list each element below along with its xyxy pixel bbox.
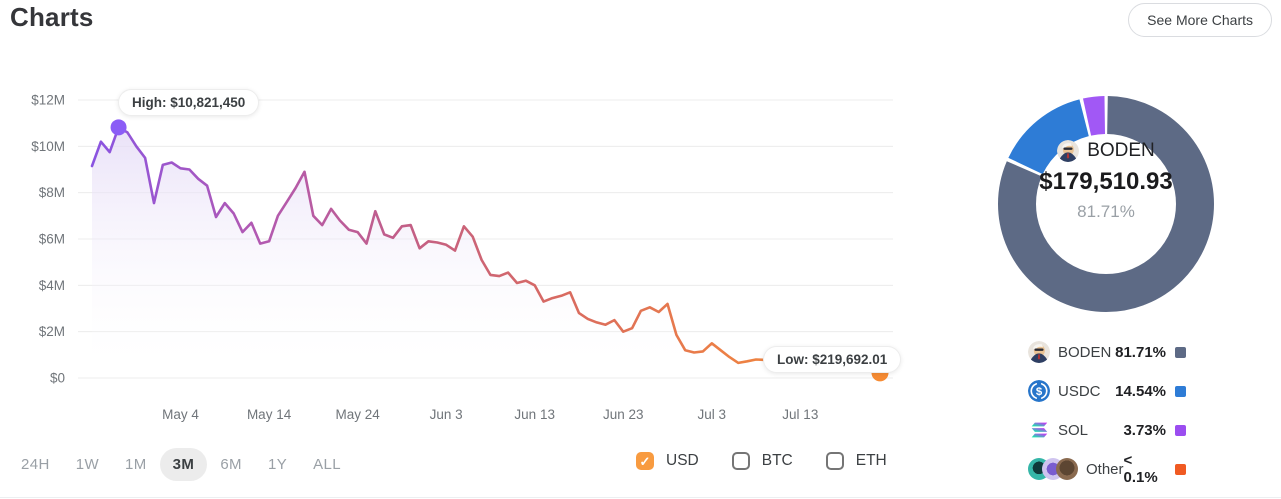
svg-text:$: $ <box>1036 386 1043 398</box>
x-axis-label: Jul 3 <box>698 407 727 422</box>
y-axis-label: $10M <box>31 139 65 154</box>
timeframe-selector: 24H 1W 1M 3M 6M 1Y ALL <box>8 448 354 481</box>
legend-percent: 81.71% <box>1115 343 1166 361</box>
line-chart: $0 $2M $4M $6M $8M $10M $12M May 4 May 14 May 24 J… <box>20 88 900 436</box>
x-axis-label: Jun 23 <box>603 407 644 422</box>
timeframe-6m[interactable]: 6M <box>220 456 242 473</box>
series-layer <box>90 126 882 378</box>
legend-label: BODEN <box>1058 343 1112 361</box>
price-line <box>90 126 882 375</box>
x-axis-label: Jun 3 <box>430 407 463 422</box>
donut-value: $179,510.93 <box>1039 168 1173 195</box>
y-axis-label: $2M <box>39 324 65 339</box>
other-coins-icon <box>1028 458 1078 480</box>
allocation-donut-chart <box>998 96 1214 312</box>
x-axis-label: May 4 <box>162 407 199 422</box>
currency-usd[interactable]: ✓ USD <box>636 452 699 470</box>
btc-checkbox[interactable] <box>731 452 750 470</box>
allocation-legend: BODEN 81.71% $ USDC 14.54% SOL 3.73% Oth… <box>1028 340 1186 486</box>
boden-coin-icon <box>1057 140 1080 162</box>
legend-swatch <box>1175 463 1186 475</box>
legend-percent: 3.73% <box>1123 421 1166 439</box>
low-tooltip: Low: $219,692.01 <box>763 346 902 373</box>
legend-swatch <box>1175 385 1186 397</box>
timeframe-24h[interactable]: 24H <box>21 456 50 473</box>
donut-slice-boden <box>998 96 1214 312</box>
high-tooltip: High: $10,821,450 <box>118 89 260 116</box>
btc-label: BTC <box>761 452 793 469</box>
legend-label: SOL <box>1058 421 1089 439</box>
donut-center: BODEN $179,510.93 81.71% <box>1026 140 1186 268</box>
currency-btc[interactable]: BTC <box>731 452 793 470</box>
timeframe-1y[interactable]: 1Y <box>267 456 288 473</box>
see-more-charts-button[interactable]: See More Charts <box>1128 3 1272 37</box>
y-axis-label: $6M <box>39 232 65 247</box>
eth-label: ETH <box>855 452 887 469</box>
high-point-marker <box>110 119 127 136</box>
area-fill <box>92 127 880 378</box>
legend-label: USDC <box>1058 382 1101 400</box>
donut-svg <box>998 96 1214 312</box>
y-axis-label: $0 <box>50 371 65 386</box>
usd-label: USD <box>666 452 699 469</box>
legend-swatch <box>1175 424 1186 436</box>
donut-token-name: BODEN <box>1087 140 1155 161</box>
currency-selector: ✓ USD BTC ETH <box>636 452 887 470</box>
page-title: Charts <box>10 2 94 32</box>
legend-label: Other <box>1086 460 1124 478</box>
sol-coin-icon <box>1031 422 1048 438</box>
legend-swatch <box>1175 346 1186 358</box>
currency-eth[interactable]: ETH <box>825 452 887 470</box>
eth-checkbox[interactable] <box>825 452 844 470</box>
x-axis-label: Jul 13 <box>782 407 818 422</box>
timeframe-3m[interactable]: 3M <box>159 448 208 481</box>
axis-labels-layer: $0 $2M $4M $6M $8M $10M $12M May 4 May 14 May 24 J… <box>31 93 818 423</box>
y-axis-label: $4M <box>39 278 65 293</box>
x-axis-label: Jun 13 <box>514 407 555 422</box>
x-axis-label: May 14 <box>247 407 292 422</box>
legend-percent: < 0.1% <box>1123 452 1158 486</box>
timeframe-all[interactable]: ALL <box>313 456 341 473</box>
legend-row-usdc: $ USDC 14.54% <box>1028 379 1186 403</box>
usdc-coin-icon: $ <box>1028 380 1050 402</box>
bottom-divider <box>0 497 1281 498</box>
y-axis-label: $12M <box>31 93 65 108</box>
legend-row-sol: SOL 3.73% <box>1028 418 1186 442</box>
legend-row-other: Other < 0.1% <box>1028 452 1186 486</box>
legend-percent: 14.54% <box>1115 382 1166 400</box>
legend-row-boden: BODEN 81.71% <box>1028 340 1186 364</box>
donut-percent: 81.71% <box>1077 202 1135 221</box>
boden-coin-icon <box>1028 341 1050 363</box>
y-axis-label: $8M <box>39 185 65 200</box>
line-chart-svg: $0 $2M $4M $6M $8M $10M $12M May 4 May 14 May 24 J… <box>31 93 893 423</box>
timeframe-1m[interactable]: 1M <box>125 456 147 473</box>
usd-checkbox[interactable]: ✓ <box>636 452 654 470</box>
x-axis-label: May 24 <box>335 407 380 422</box>
timeframe-1w[interactable]: 1W <box>75 456 100 473</box>
